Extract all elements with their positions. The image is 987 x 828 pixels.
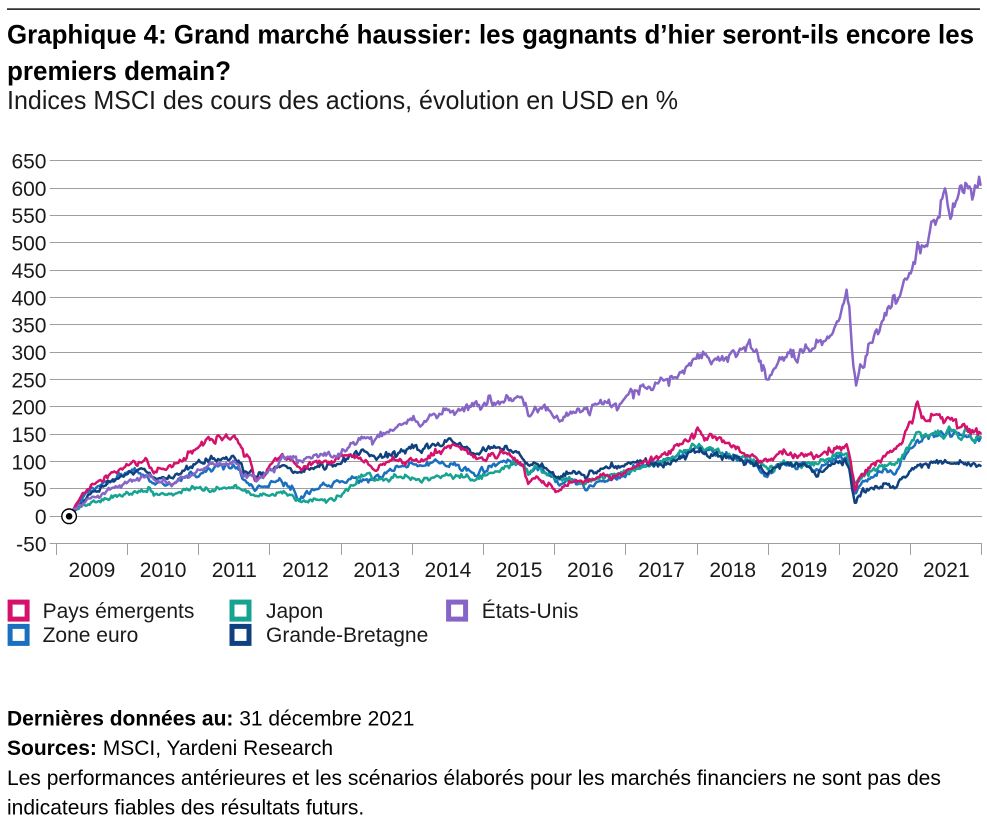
svg-text:-50: -50 xyxy=(16,533,46,556)
svg-text:600: 600 xyxy=(11,178,46,201)
svg-text:100: 100 xyxy=(11,451,46,474)
svg-text:Les performances antérieures e: Les performances antérieures et les scén… xyxy=(7,767,941,790)
svg-text:Japon: Japon xyxy=(266,600,323,623)
svg-text:550: 550 xyxy=(11,205,46,228)
svg-text:400: 400 xyxy=(11,287,46,310)
svg-text:2010: 2010 xyxy=(140,559,187,582)
svg-text:Zone euro: Zone euro xyxy=(43,624,139,647)
svg-text:500: 500 xyxy=(11,233,46,256)
svg-text:2014: 2014 xyxy=(425,559,472,582)
svg-text:2016: 2016 xyxy=(567,559,614,582)
svg-text:États-Unis: États-Unis xyxy=(482,600,579,623)
svg-text:Sources: MSCI, Yardeni Researc: Sources: MSCI, Yardeni Research xyxy=(7,737,333,760)
svg-text:2021: 2021 xyxy=(923,559,970,582)
svg-text:premiers demain?: premiers demain? xyxy=(7,56,231,86)
svg-text:2018: 2018 xyxy=(709,559,756,582)
svg-text:Grande-Bretagne: Grande-Bretagne xyxy=(266,624,428,647)
svg-text:150: 150 xyxy=(11,424,46,447)
svg-text:2017: 2017 xyxy=(638,559,685,582)
svg-text:0: 0 xyxy=(35,506,47,529)
svg-text:2019: 2019 xyxy=(781,559,828,582)
svg-text:350: 350 xyxy=(11,315,46,338)
svg-text:2009: 2009 xyxy=(69,559,116,582)
svg-text:2020: 2020 xyxy=(852,559,899,582)
svg-text:Pays émergents: Pays émergents xyxy=(43,600,195,623)
svg-text:Dernières données au: 31 décem: Dernières données au: 31 décembre 2021 xyxy=(7,707,414,730)
svg-text:300: 300 xyxy=(11,342,46,365)
svg-text:2012: 2012 xyxy=(282,559,329,582)
svg-text:2015: 2015 xyxy=(496,559,543,582)
svg-text:2013: 2013 xyxy=(353,559,400,582)
svg-text:450: 450 xyxy=(11,260,46,283)
svg-text:200: 200 xyxy=(11,397,46,420)
svg-text:Graphique 4: Grand marché haus: Graphique 4: Grand marché haussier: les … xyxy=(7,20,974,50)
svg-text:2011: 2011 xyxy=(212,559,257,582)
svg-text:Indices MSCI des cours des act: Indices MSCI des cours des actions, évol… xyxy=(7,85,678,115)
svg-text:50: 50 xyxy=(23,479,46,502)
svg-text:250: 250 xyxy=(11,369,46,392)
svg-text:650: 650 xyxy=(11,151,46,174)
svg-text:indicateurs fiables des résult: indicateurs fiables des résultats futurs… xyxy=(7,797,364,820)
